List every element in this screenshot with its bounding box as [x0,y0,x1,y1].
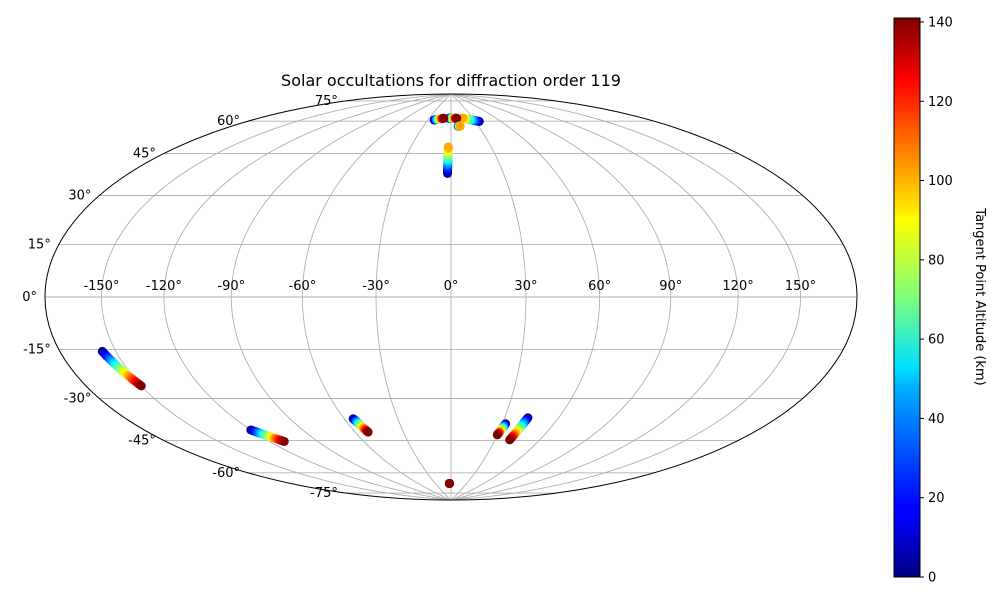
latitude-tick-label: 45° [133,146,156,161]
longitude-tick-label: 0° [444,279,459,294]
colorbar-tick-label: 140 [928,15,953,30]
occultation-point [279,436,289,446]
latitude-tick-label: -75° [310,486,338,501]
chart-title: Solar occultations for diffraction order… [281,71,621,90]
latitude-tick-label: 30° [68,189,91,204]
colorbar-tick-label: 40 [928,412,945,427]
colorbar-tick-label: 60 [928,333,945,348]
longitude-tick-label: 120° [722,279,753,294]
longitude-tick-label: 30° [514,279,537,294]
latitude-tick-label: -60° [212,466,240,481]
longitude-tick-label: -150° [83,279,119,294]
latitude-tick-labels: 75° 60° 45° 30° 15° 0° -15° -30° -45° -60° -75° [22,94,338,501]
longitude-tick-label: -60° [289,279,317,294]
colorbar-tick-label: 120 [928,95,953,110]
occultation-point [136,381,146,391]
longitude-tick-label: 150° [785,279,816,294]
latitude-tick-label: -15° [23,343,51,358]
latitude-tick-label: 75° [315,94,338,109]
colorbar-ticks: 0 20 40 60 80 100 120 140 [920,15,953,586]
occultation-point [505,435,515,445]
colorbar-gradient [893,17,921,578]
longitude-tick-label: -120° [146,279,182,294]
colorbar-tick-label: 20 [928,491,945,506]
occultation-points [97,113,533,488]
occultation-point [443,142,453,152]
latitude-tick-label: 60° [217,114,240,129]
latitude-tick-label: -45° [128,434,156,449]
longitude-tick-labels: -150° -120° -90° -60° -30° 0° 30° 60° 90° 120° 150… [83,279,816,294]
occultation-point [455,121,465,131]
occultation-point [439,113,449,123]
colorbar-label: Tangent Point Altitude (km) [972,207,987,385]
graticule [45,94,857,500]
longitude-tick-label: -90° [217,279,245,294]
occultation-point [444,478,454,488]
occultation-point [492,430,502,440]
colorbar: 0 20 40 60 80 100 120 140 Tangent Point Altitud… [893,15,987,586]
colorbar-tick-label: 80 [928,253,945,268]
latitude-tick-label: -30° [64,392,92,407]
longitude-tick-label: 60° [588,279,611,294]
latitude-tick-label: 0° [22,290,37,305]
occultation-point [363,427,373,437]
colorbar-tick-label: 100 [928,174,953,189]
longitude-tick-label: 90° [659,279,682,294]
colorbar-tick-label: 0 [928,571,936,586]
longitude-tick-label: -30° [362,279,390,294]
map-boundary [44,93,858,501]
occultation-point [452,113,462,123]
latitude-tick-label: 15° [28,237,51,252]
